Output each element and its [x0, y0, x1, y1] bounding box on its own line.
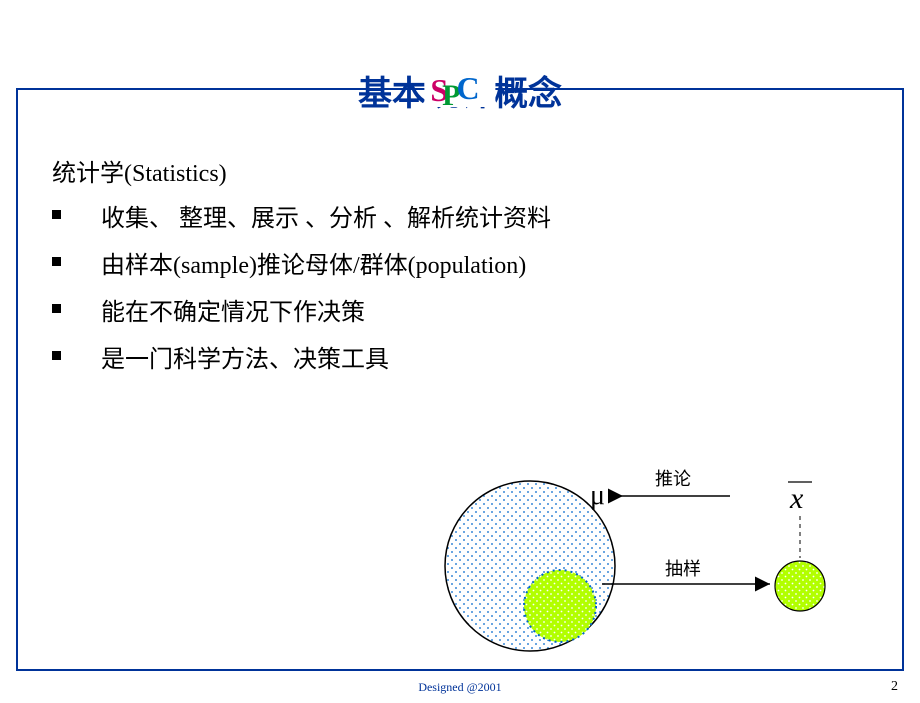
footer-text: Designed @2001: [418, 680, 501, 695]
population-sample-diagram: μ x 推论 抽样: [430, 466, 890, 656]
infer-label: 推论: [655, 469, 691, 489]
xbar-symbol: x: [788, 482, 812, 515]
page-number: 2: [891, 679, 898, 695]
spc-logo: SPC: [424, 70, 495, 107]
mu-symbol: μ: [590, 480, 605, 511]
logo-c: C: [457, 70, 480, 106]
sample-label: 抽样: [665, 559, 701, 579]
svg-text:x: x: [789, 482, 804, 515]
